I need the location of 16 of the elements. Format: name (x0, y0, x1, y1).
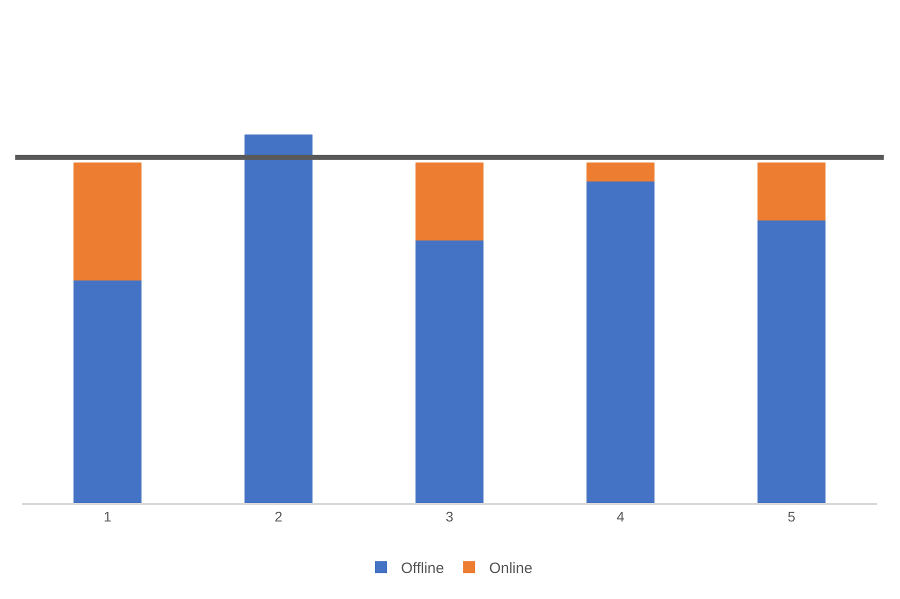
bar (415, 162, 484, 240)
bar (757, 162, 826, 220)
legend-label: Offline (401, 560, 444, 577)
bar (244, 134, 313, 503)
bar (73, 280, 142, 503)
bar (415, 240, 484, 503)
bar (73, 162, 142, 280)
x-tick-label: 4 (616, 508, 625, 525)
bar (586, 181, 655, 503)
x-tick-label: 5 (788, 508, 796, 525)
bar (586, 162, 655, 182)
x-tick-label: 3 (446, 508, 454, 525)
x-tick-label: 2 (274, 508, 283, 525)
x-tick-label: 1 (104, 508, 112, 525)
legend-label: Online (489, 560, 532, 577)
bar (757, 220, 826, 503)
